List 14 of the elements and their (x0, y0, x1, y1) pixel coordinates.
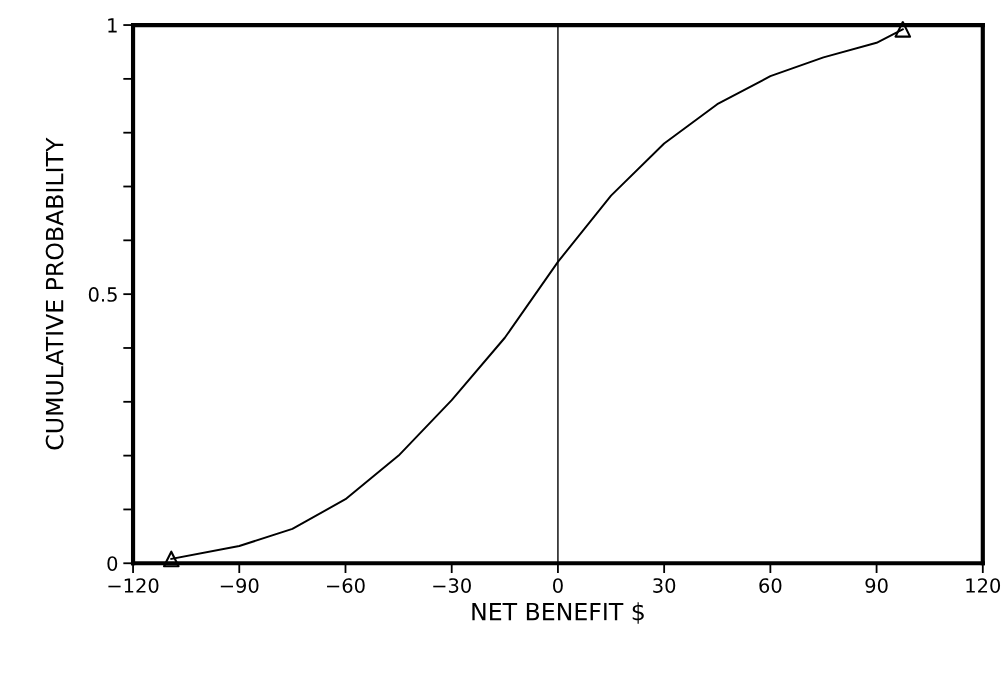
x-tick-label: −60 (327, 578, 365, 593)
x-tick-label: 30 (653, 578, 676, 593)
y-tick-label: 0.5 (88, 287, 117, 302)
y-axis-title: CUMULATIVE PROBABILITY (45, 137, 64, 450)
x-tick-label: −90 (220, 578, 259, 593)
y-tick-label: 1 (108, 18, 117, 33)
x-tick-label: 0 (553, 578, 563, 593)
x-tick-label: −30 (433, 578, 471, 593)
x-tick-label: 60 (759, 578, 782, 593)
x-tick-label: 120 (966, 578, 1001, 593)
x-tick-label: 90 (865, 578, 888, 593)
y-tick-label: 0 (107, 556, 118, 571)
x-axis-title: NET BENEFIT $ (472, 602, 644, 624)
x-tick-label: −120 (108, 578, 159, 593)
